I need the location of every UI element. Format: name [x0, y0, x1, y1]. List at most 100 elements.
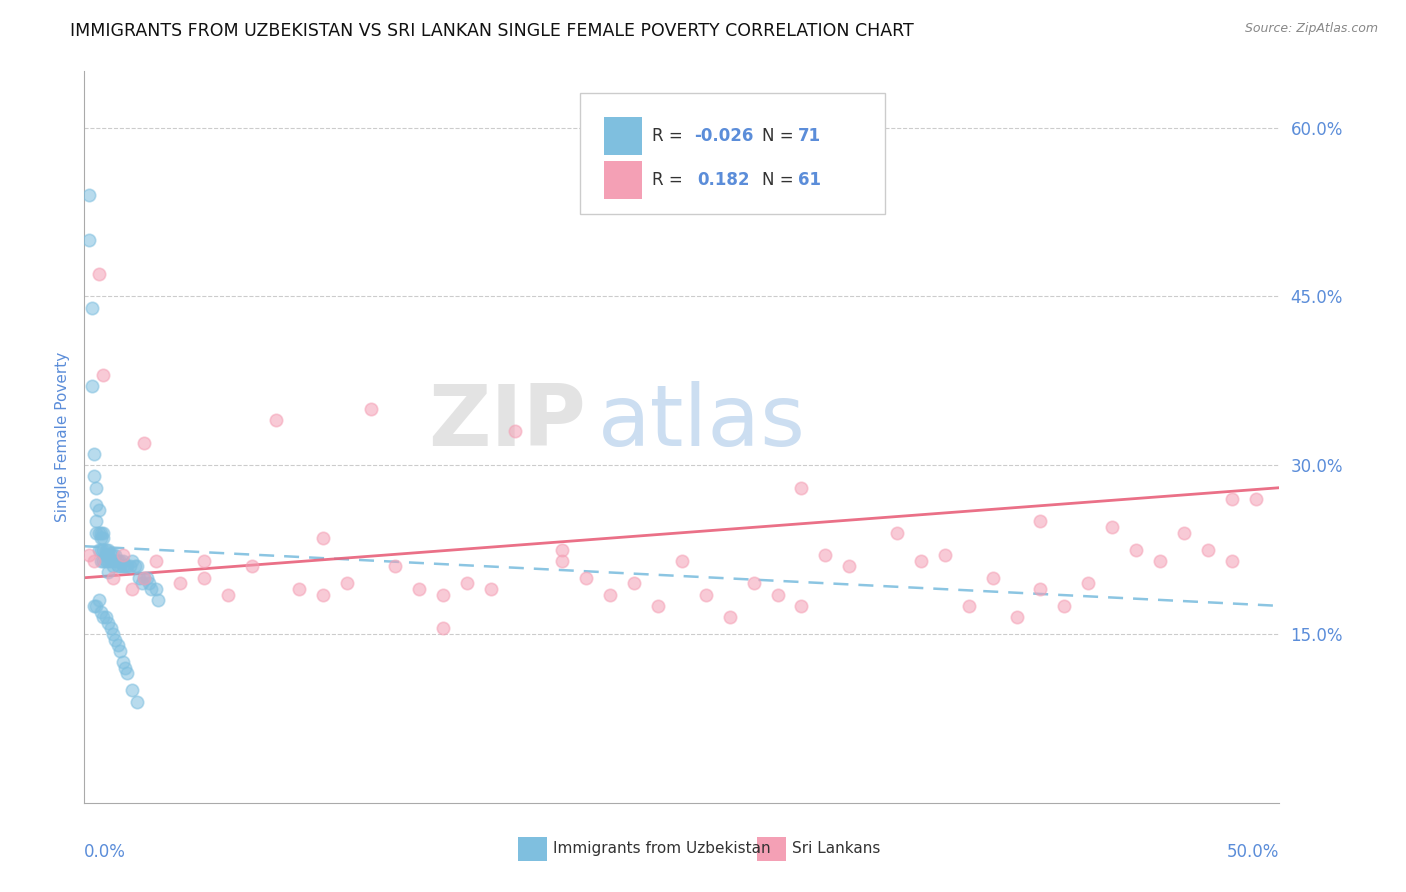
Point: [117, 559, 139, 574]
Point: [1220, 491, 1243, 506]
Point: [86, 599, 108, 613]
Point: [93, 368, 115, 383]
Point: [110, 644, 132, 658]
Point: [77, 548, 100, 562]
Point: [432, 621, 454, 635]
Y-axis label: Single Female Poverty: Single Female Poverty: [55, 352, 70, 522]
Point: [647, 599, 669, 613]
Point: [193, 554, 215, 568]
Point: [101, 548, 124, 562]
Point: [886, 525, 908, 540]
Text: 0.182: 0.182: [697, 171, 749, 189]
Point: [288, 582, 311, 596]
Point: [479, 582, 502, 596]
Point: [97, 565, 120, 579]
Text: 0.0%: 0.0%: [84, 843, 127, 861]
Point: [86, 481, 108, 495]
Point: [934, 548, 956, 562]
Text: 61: 61: [797, 171, 821, 189]
Point: [110, 559, 132, 574]
Point: [1029, 515, 1052, 529]
Point: [957, 599, 980, 613]
Point: [623, 576, 645, 591]
Point: [111, 554, 134, 568]
Point: [93, 542, 115, 557]
Text: Immigrants from Uzbekistan: Immigrants from Uzbekistan: [553, 841, 770, 856]
Point: [97, 615, 120, 630]
Point: [695, 588, 717, 602]
Point: [83, 469, 105, 483]
Point: [121, 554, 143, 568]
Text: Sri Lankans: Sri Lankans: [792, 841, 880, 856]
Point: [104, 632, 127, 647]
Point: [93, 554, 115, 568]
Point: [193, 571, 215, 585]
FancyBboxPatch shape: [605, 161, 643, 200]
Point: [87, 593, 110, 607]
Point: [93, 532, 115, 546]
Point: [408, 582, 430, 596]
Text: -0.026: -0.026: [695, 128, 754, 145]
Point: [87, 525, 110, 540]
Point: [814, 548, 837, 562]
Point: [94, 554, 117, 568]
Point: [135, 571, 157, 585]
Point: [132, 571, 156, 585]
Point: [551, 542, 574, 557]
Point: [111, 655, 134, 669]
Point: [114, 559, 136, 574]
Point: [101, 571, 124, 585]
Point: [107, 638, 129, 652]
Point: [124, 559, 146, 574]
Point: [93, 525, 115, 540]
Point: [107, 554, 129, 568]
Point: [118, 559, 141, 574]
Point: [125, 694, 148, 708]
FancyBboxPatch shape: [519, 838, 547, 861]
Text: Source: ZipAtlas.com: Source: ZipAtlas.com: [1244, 22, 1378, 36]
Text: N =: N =: [762, 171, 799, 189]
FancyBboxPatch shape: [581, 94, 886, 214]
Point: [312, 532, 335, 546]
Text: N =: N =: [762, 128, 799, 145]
Point: [131, 576, 153, 591]
Point: [83, 599, 105, 613]
Point: [169, 576, 191, 591]
Point: [114, 661, 136, 675]
Point: [360, 401, 382, 416]
Point: [128, 571, 150, 585]
Text: R =: R =: [652, 128, 688, 145]
Point: [87, 542, 110, 557]
Point: [336, 576, 359, 591]
Point: [86, 515, 108, 529]
Point: [90, 532, 112, 546]
FancyBboxPatch shape: [605, 118, 643, 155]
Point: [718, 610, 741, 624]
Point: [111, 559, 134, 574]
Point: [121, 582, 143, 596]
Point: [90, 542, 112, 557]
Point: [981, 571, 1004, 585]
Point: [1173, 525, 1195, 540]
Point: [838, 559, 860, 574]
Point: [100, 554, 122, 568]
Point: [1197, 542, 1219, 557]
Point: [132, 571, 156, 585]
Point: [742, 576, 765, 591]
Point: [97, 542, 120, 557]
Point: [790, 481, 813, 495]
Point: [384, 559, 406, 574]
Point: [87, 267, 110, 281]
Point: [97, 548, 120, 562]
Point: [766, 588, 789, 602]
Point: [790, 599, 813, 613]
Point: [77, 188, 100, 202]
Point: [100, 621, 122, 635]
Point: [217, 588, 239, 602]
Point: [671, 554, 693, 568]
Point: [138, 576, 160, 591]
Point: [141, 582, 163, 596]
Point: [97, 554, 120, 568]
Point: [87, 503, 110, 517]
Point: [145, 582, 167, 596]
